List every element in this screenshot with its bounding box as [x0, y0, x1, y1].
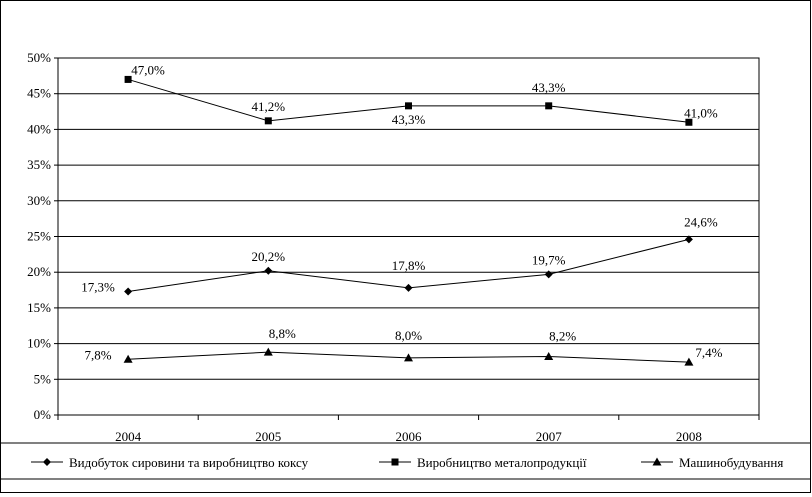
- plot-area: [57, 57, 760, 416]
- y-tick-label: 45%: [27, 86, 51, 101]
- data-point: [545, 102, 553, 110]
- data-label: 8,0%: [395, 328, 422, 343]
- data-label: 17,8%: [392, 258, 426, 273]
- x-tick-label: 2007: [536, 429, 563, 444]
- data-label: 43,3%: [392, 112, 426, 127]
- data-point: [685, 118, 693, 126]
- data-point: [123, 354, 133, 363]
- data-point: [544, 270, 553, 279]
- x-tick-label: 2006: [396, 429, 423, 444]
- data-label: 8,8%: [269, 326, 296, 341]
- data-label: 43,3%: [532, 80, 566, 95]
- data-point: [684, 235, 693, 244]
- data-label: 8,2%: [549, 328, 576, 343]
- legend: Видобуток сировини та виробництво коксу В…: [1, 442, 811, 480]
- x-tick-label: 2008: [676, 429, 702, 444]
- legend-marker: [43, 458, 51, 466]
- x-tick-label: 2005: [255, 429, 281, 444]
- data-label: 7,4%: [695, 345, 722, 360]
- legend-marker: [652, 457, 662, 466]
- y-tick-label: 15%: [27, 300, 51, 315]
- y-tick-label: 30%: [27, 193, 51, 208]
- legend-marker: [391, 458, 399, 466]
- y-tick-label: 25%: [27, 229, 51, 244]
- y-tick-label: 10%: [27, 336, 51, 351]
- y-tick-label: 20%: [27, 264, 51, 279]
- y-tick-label: 0%: [34, 407, 52, 422]
- y-tick-label: 50%: [27, 50, 51, 65]
- data-point: [124, 75, 132, 83]
- legend-label: Машинобудування: [679, 455, 783, 470]
- data-point: [544, 351, 554, 360]
- data-label: 17,3%: [81, 279, 115, 294]
- axes: 0% 5% 10% 15% 20% 25% 30% 35% 40% 45% 50% 2004 2005 2…: [27, 50, 760, 444]
- data-point: [404, 353, 413, 362]
- legend-label: Виробництво металопродукції: [417, 455, 587, 470]
- data-point: [684, 357, 694, 366]
- data-point: [405, 102, 412, 110]
- legend-label: Видобуток сировини та виробництво коксу: [69, 455, 309, 470]
- data-point: [264, 266, 273, 275]
- data-label: 7,8%: [85, 347, 112, 362]
- data-label: 24,6%: [684, 214, 718, 229]
- y-tick-label: 35%: [27, 157, 51, 172]
- data-label: 20,2%: [252, 249, 286, 264]
- data-label: 47,0%: [131, 62, 165, 77]
- y-tick-label: 5%: [34, 371, 52, 386]
- data-label: 19,7%: [532, 252, 566, 267]
- data-label: 41,0%: [684, 105, 718, 120]
- data-point: [124, 287, 133, 296]
- x-tick-label: 2004: [115, 429, 142, 444]
- data-point: [263, 347, 273, 356]
- data-point: [264, 117, 272, 125]
- y-tick-label: 40%: [27, 121, 51, 136]
- data-label: 41,2%: [252, 99, 286, 114]
- data-labels: 17,3% 20,2% 17,8% 19,7% 24,6% 47,0% 41,2% 43,3%…: [81, 62, 722, 362]
- data-point: [404, 283, 413, 292]
- series-markers: [123, 75, 694, 366]
